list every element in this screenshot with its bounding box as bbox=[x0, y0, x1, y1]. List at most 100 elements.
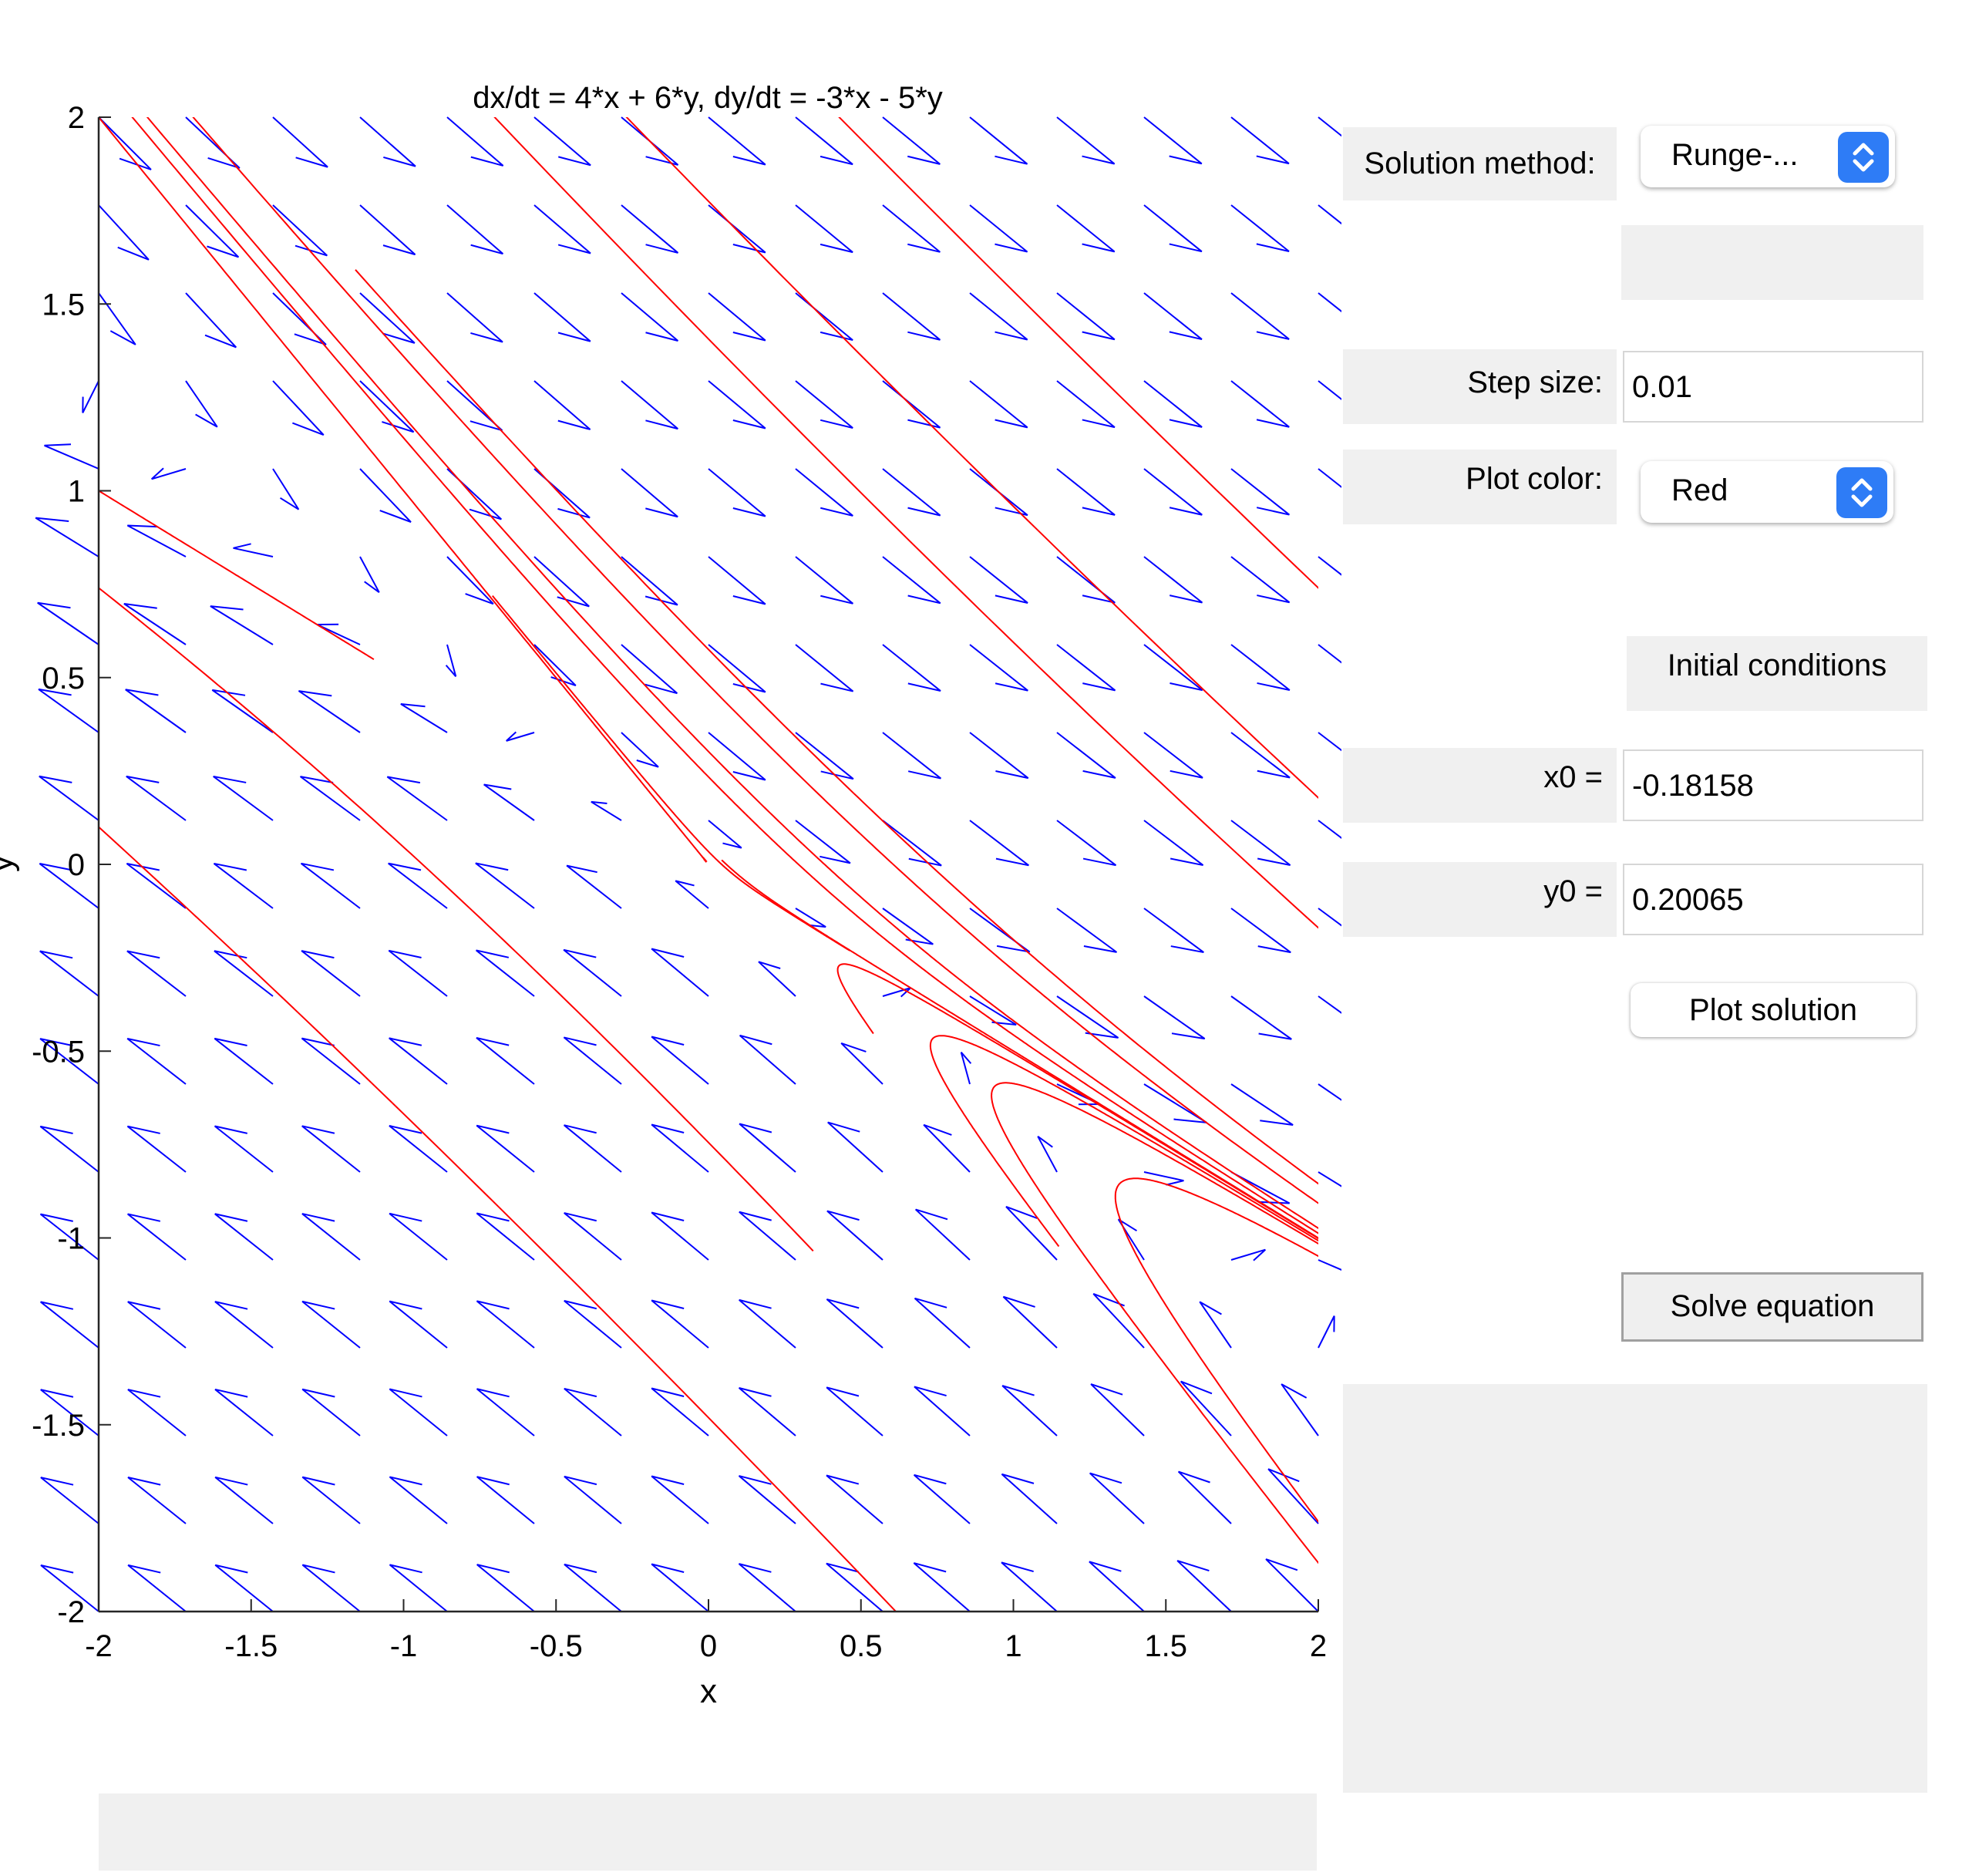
x-tick-label: 1.5 bbox=[1144, 1629, 1187, 1663]
direction-arrow bbox=[389, 1300, 448, 1349]
direction-arrow bbox=[1230, 468, 1290, 516]
direction-arrow bbox=[400, 703, 448, 733]
direction-arrow bbox=[1230, 292, 1290, 340]
direction-arrow bbox=[1037, 1136, 1058, 1173]
direction-arrow bbox=[476, 1300, 535, 1349]
direction-arrow bbox=[621, 732, 659, 768]
plot-solution-button[interactable]: Plot solution bbox=[1631, 983, 1916, 1037]
step-size-input[interactable]: 0.01 bbox=[1623, 351, 1923, 423]
direction-arrow bbox=[969, 380, 1028, 429]
direction-arrow bbox=[1318, 995, 1341, 1014]
direction-arrow bbox=[969, 995, 1017, 1026]
direction-arrow bbox=[882, 820, 942, 867]
direction-arrow bbox=[914, 1386, 971, 1436]
direction-arrow bbox=[923, 1123, 971, 1173]
x0-input[interactable]: -0.18158 bbox=[1623, 749, 1923, 821]
direction-arrow bbox=[739, 1211, 796, 1261]
direction-arrow bbox=[476, 1212, 535, 1261]
direction-arrow bbox=[913, 1562, 971, 1612]
direction-arrow bbox=[1318, 1083, 1341, 1101]
direction-arrow bbox=[708, 820, 742, 849]
direction-arrow bbox=[1056, 732, 1116, 779]
direction-arrow bbox=[675, 880, 709, 909]
direction-arrow bbox=[1318, 380, 1341, 401]
direction-arrow bbox=[1230, 820, 1291, 866]
direction-arrow bbox=[1056, 380, 1116, 429]
direction-arrow bbox=[1056, 644, 1116, 692]
direction-arrow bbox=[1056, 908, 1117, 953]
direction-arrow bbox=[960, 1052, 972, 1085]
direction-arrow bbox=[564, 1300, 622, 1349]
direction-arrow bbox=[840, 1042, 883, 1085]
direction-arrow bbox=[476, 1564, 535, 1612]
direction-arrow bbox=[127, 1213, 187, 1261]
output-panel bbox=[1343, 1384, 1927, 1793]
direction-arrow bbox=[915, 1208, 971, 1261]
direction-arrow bbox=[1230, 380, 1290, 428]
direction-arrow bbox=[651, 1387, 709, 1436]
direction-arrow bbox=[1143, 732, 1203, 779]
direction-arrow bbox=[389, 1388, 448, 1436]
direction-arrow bbox=[272, 292, 327, 345]
solution-method-dropdown[interactable]: Runge-... bbox=[1641, 126, 1895, 187]
direction-arrow bbox=[795, 820, 851, 864]
direction-arrow bbox=[301, 1213, 361, 1261]
direction-arrow bbox=[1318, 1171, 1341, 1187]
direction-arrow bbox=[98, 292, 136, 345]
direction-arrow bbox=[533, 204, 591, 254]
direction-arrow bbox=[389, 1125, 448, 1173]
direction-field bbox=[35, 116, 1341, 1612]
direction-arrow bbox=[1318, 820, 1341, 839]
direction-arrow bbox=[446, 292, 503, 343]
direction-arrow bbox=[969, 556, 1028, 604]
direction-arrow bbox=[969, 292, 1028, 341]
direction-arrow bbox=[185, 116, 241, 169]
direction-arrow bbox=[826, 1386, 883, 1436]
direction-arrow bbox=[359, 380, 415, 433]
direction-arrow bbox=[882, 556, 941, 605]
direction-arrow bbox=[475, 862, 535, 909]
solve-equation-button[interactable]: Solve equation bbox=[1621, 1272, 1923, 1342]
direction-arrow bbox=[591, 800, 622, 821]
direction-arrow bbox=[1090, 1383, 1145, 1436]
plot-color-dropdown[interactable]: Red bbox=[1641, 461, 1893, 523]
direction-arrow bbox=[621, 644, 678, 695]
direction-arrow bbox=[969, 116, 1028, 165]
direction-arrow bbox=[969, 908, 1031, 953]
direction-arrow bbox=[1318, 1259, 1341, 1271]
direction-arrow bbox=[185, 204, 240, 258]
direction-arrow bbox=[533, 556, 590, 608]
chevron-up-down-icon bbox=[1838, 132, 1889, 183]
direction-arrow bbox=[40, 1301, 99, 1349]
direction-arrow bbox=[272, 204, 328, 257]
direction-arrow bbox=[214, 1037, 274, 1085]
direction-arrow bbox=[914, 1297, 971, 1349]
direction-arrow bbox=[38, 688, 99, 733]
y-tick-label: -1.5 bbox=[32, 1409, 85, 1443]
direction-arrow bbox=[739, 1298, 796, 1349]
direction-arrow bbox=[272, 380, 325, 436]
direction-arrow bbox=[210, 605, 274, 645]
direction-arrow bbox=[1143, 1083, 1207, 1123]
x-axis-label: x bbox=[700, 1672, 717, 1710]
direction-arrow bbox=[882, 468, 941, 517]
direction-arrow bbox=[651, 1299, 709, 1349]
direction-arrow bbox=[566, 864, 622, 909]
direction-arrow bbox=[388, 949, 448, 997]
solution-curve bbox=[131, 117, 1318, 1234]
direction-arrow bbox=[1230, 556, 1291, 604]
direction-arrow bbox=[826, 1562, 883, 1612]
direction-arrow bbox=[1230, 1248, 1266, 1261]
y0-input[interactable]: 0.20065 bbox=[1623, 864, 1923, 935]
solution-curve bbox=[991, 1082, 1318, 1564]
y-tick-label: 2 bbox=[68, 101, 85, 135]
x-tick-label: -1.5 bbox=[224, 1629, 278, 1663]
direction-arrow bbox=[621, 116, 679, 166]
x-tick-label: 0 bbox=[700, 1629, 717, 1663]
solution-curve bbox=[625, 117, 1318, 799]
direction-arrow bbox=[708, 732, 766, 781]
direction-arrow bbox=[563, 948, 622, 997]
direction-arrow bbox=[40, 1564, 99, 1612]
direction-arrow bbox=[98, 116, 152, 170]
direction-arrow bbox=[1143, 556, 1203, 604]
